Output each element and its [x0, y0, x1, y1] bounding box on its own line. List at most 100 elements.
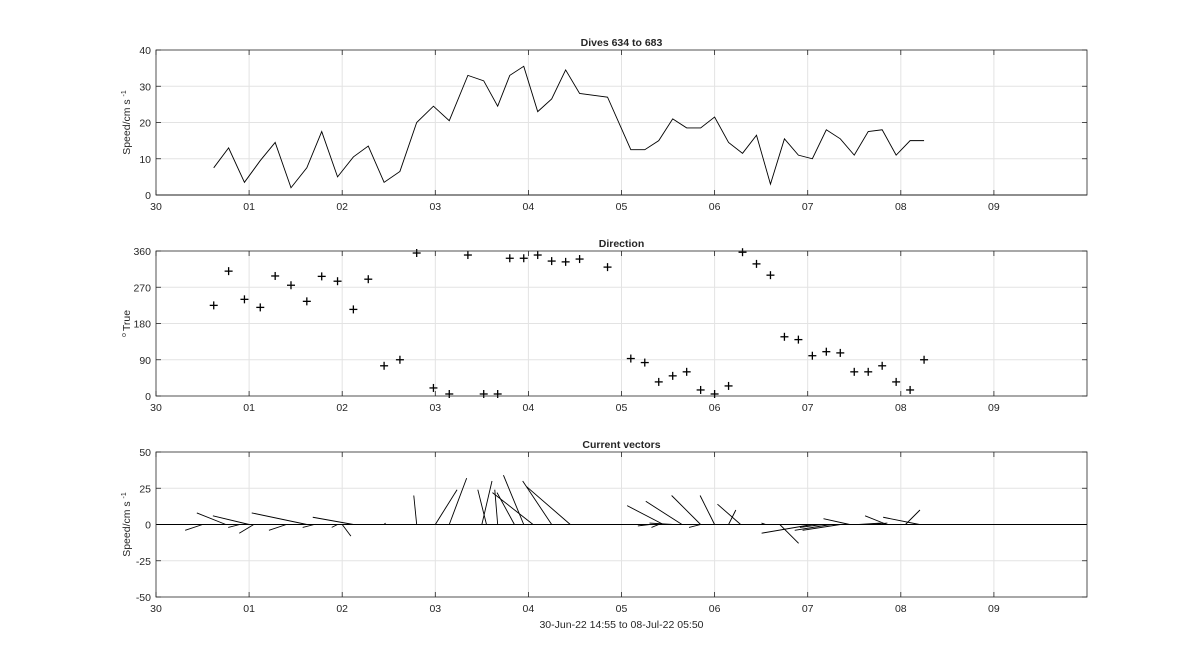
x-tick-label: 30 [150, 603, 162, 615]
x-tick-label: 08 [895, 201, 907, 213]
direction-marker [780, 332, 789, 341]
y-tick-label: 25 [139, 483, 151, 495]
current-vector [239, 524, 254, 534]
y-tick-label: 10 [139, 154, 151, 166]
y-axis-label: o True [121, 310, 133, 337]
x-tick-label: 07 [802, 402, 814, 414]
direction-marker [640, 358, 649, 367]
current-vector [212, 515, 250, 525]
current-vector [481, 480, 493, 525]
direction-marker [808, 351, 817, 360]
axes-box [155, 451, 1088, 598]
current-vector [522, 480, 553, 525]
direction-marker [738, 248, 747, 257]
direction-marker [286, 281, 295, 290]
direction-marker [561, 257, 570, 266]
current-vector [823, 518, 850, 525]
current-vector [228, 524, 240, 528]
current-vector [883, 516, 920, 525]
direction-marker [575, 255, 584, 264]
current-vector [651, 524, 659, 528]
x-tick-label: 02 [336, 603, 348, 615]
x-tick-label: 09 [988, 603, 1000, 615]
current-vector [688, 524, 701, 528]
direction-marker [463, 251, 472, 260]
direction-marker [224, 267, 233, 276]
current-vector [341, 524, 352, 537]
current-vector [496, 492, 515, 525]
direction-marker [533, 251, 542, 260]
direction-marker [429, 383, 438, 392]
current-vector [699, 495, 716, 525]
x-tick-label: 04 [523, 201, 535, 213]
y-tick-label: 0 [145, 391, 151, 403]
direction-marker [333, 277, 342, 286]
y-tick-label: 270 [133, 282, 151, 294]
x-tick-label: 05 [616, 201, 628, 213]
direction-marker [668, 371, 677, 380]
y-axis-label-superscript: o [121, 333, 128, 337]
current-vector [717, 503, 741, 525]
current-vector [779, 524, 799, 544]
current-vector [864, 515, 888, 525]
panel-2: 30 01 02 03 04 05 06 07 08 09 50 25 0 -25 -50 Current v… [121, 439, 1088, 631]
direction-marker [395, 355, 404, 364]
direction-marker [271, 271, 280, 280]
axes-box [155, 49, 1088, 196]
current-vector [671, 495, 701, 525]
direction-marker [479, 389, 488, 398]
x-tick-label: 30 [150, 402, 162, 414]
current-vector [794, 524, 832, 531]
panel-title: Direction [599, 238, 645, 250]
direction-marker [836, 348, 845, 357]
y-axis-label: Speed/cm s -1 [121, 90, 133, 155]
x-tick-label: 01 [243, 402, 255, 414]
x-tick-label: 08 [895, 603, 907, 615]
x-tick-label: 04 [523, 402, 535, 414]
direction-marker [493, 389, 502, 398]
x-tick-label: 02 [336, 201, 348, 213]
x-tick-label: 07 [802, 603, 814, 615]
y-axis-label-superscript: -1 [121, 90, 128, 96]
panel-title: Current vectors [582, 439, 660, 451]
current-vector [761, 524, 813, 534]
panel-title: Dives 634 to 683 [581, 37, 663, 49]
x-tick-label: 02 [336, 402, 348, 414]
x-tick-label: 06 [709, 402, 721, 414]
direction-marker [654, 377, 663, 386]
y-tick-label: 90 [139, 355, 151, 367]
x-tick-label: 09 [988, 201, 1000, 213]
x-tick-label: 06 [709, 603, 721, 615]
current-vector [802, 524, 841, 531]
direction-marker [766, 271, 775, 280]
direction-marker [920, 355, 929, 364]
current-vector [637, 524, 650, 527]
direction-marker [603, 263, 612, 272]
current-vector [383, 522, 386, 525]
x-tick-label: 05 [616, 603, 628, 615]
y-tick-label: -50 [136, 592, 151, 604]
direction-marker [364, 275, 373, 284]
x-axis-label: 30-Jun-22 14:55 to 08-Jul-22 05:50 [539, 619, 703, 631]
y-tick-label: 20 [139, 118, 151, 130]
y-tick-label: 30 [139, 81, 151, 93]
y-axis-label-text: True [121, 310, 133, 331]
y-axis-label: Speed/cm s -1 [121, 492, 133, 557]
y-tick-label: 50 [139, 447, 151, 459]
panel-0: 30 01 02 03 04 05 06 07 08 09 0 10 20 30 40 Dives 634 t… [121, 37, 1088, 213]
current-vector [312, 516, 354, 525]
direction-marker [626, 354, 635, 363]
direction-marker [892, 377, 901, 386]
x-tick-label: 03 [429, 201, 441, 213]
x-tick-label: 03 [429, 603, 441, 615]
y-tick-label: 360 [133, 246, 151, 258]
y-tick-label: 180 [133, 319, 151, 331]
direction-marker [380, 361, 389, 370]
direction-marker [209, 301, 218, 310]
x-tick-label: 08 [895, 402, 907, 414]
direction-marker [822, 347, 831, 356]
current-vector [526, 486, 571, 525]
direction-marker [240, 295, 249, 304]
